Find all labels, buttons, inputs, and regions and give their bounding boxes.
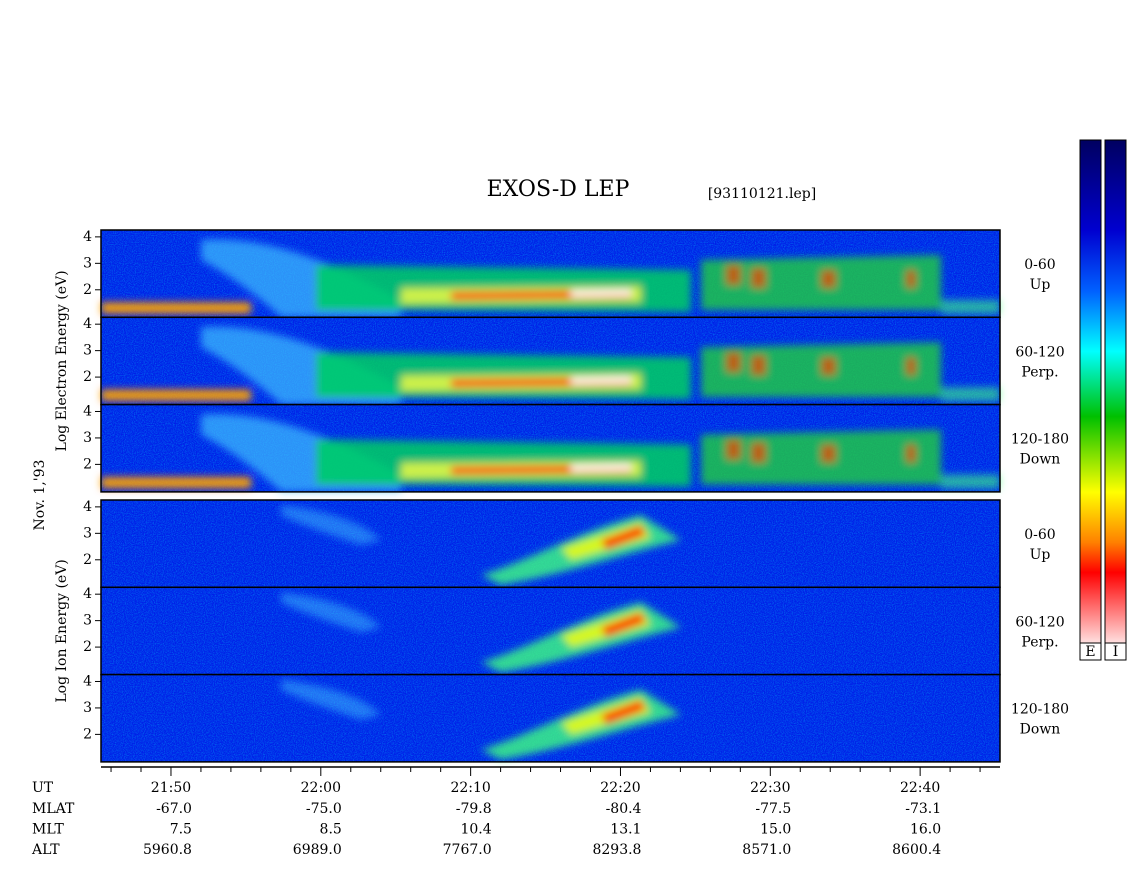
- ephemeris-value: 13.1: [610, 822, 641, 838]
- y-tick-label: 3: [83, 613, 92, 629]
- spectral-feature: [941, 300, 1000, 314]
- ephemeris-value: 16.0: [910, 822, 941, 838]
- spectral-feature: [941, 474, 1000, 489]
- colorbar: [1079, 139, 1102, 644]
- ephemeris-value: -77.5: [755, 801, 791, 817]
- ephemeris-label: ALT: [31, 842, 60, 858]
- ephemeris-value: -79.8: [456, 801, 492, 817]
- y-tick-label: 2: [83, 456, 92, 472]
- spectral-feature: [101, 480, 251, 485]
- panel-label: 0-60: [1024, 257, 1055, 273]
- spectral-feature: [101, 393, 251, 398]
- x-tick-label: 21:50: [151, 780, 191, 796]
- spectral-feature: [571, 463, 631, 472]
- spectral-feature: [571, 376, 631, 385]
- y-tick-label: 3: [83, 255, 92, 271]
- ephemeris-value: -75.0: [306, 801, 342, 817]
- spectral-feature: [726, 439, 916, 463]
- x-axis-label: UT: [32, 780, 54, 796]
- chart-title: EXOS-D LEP: [487, 177, 630, 202]
- x-tick-label: 22:40: [900, 780, 940, 796]
- panel-sublabel: Perp.: [1021, 634, 1058, 650]
- spectrogram-features: [281, 679, 681, 760]
- panel-frame: [100, 403, 1001, 493]
- colorbar-label: I: [1113, 644, 1119, 660]
- panel-sublabel: Down: [1020, 452, 1061, 468]
- spectral-feature: [281, 505, 381, 545]
- y-tick-label: 2: [83, 639, 92, 655]
- ephemeris-value: 8571.0: [742, 842, 791, 858]
- ephemeris-label: MLAT: [32, 801, 75, 817]
- ephemeris-value: 8293.8: [592, 842, 641, 858]
- x-tick-label: 22:00: [301, 780, 341, 796]
- y-tick-label: 2: [83, 726, 92, 742]
- y-axis-label: Log Ion Energy (eV): [54, 559, 70, 702]
- date-label: Nov. 1,'93: [32, 460, 48, 531]
- panel-sublabel: Down: [1020, 722, 1061, 738]
- ephemeris-value: 5960.8: [143, 842, 192, 858]
- spectral-feature: [571, 289, 631, 297]
- ephemeris-value: 8600.4: [892, 842, 941, 858]
- spectral-feature: [601, 612, 646, 638]
- ephemeris-label: MLT: [32, 822, 64, 838]
- ephemeris-value: 7.5: [170, 822, 192, 838]
- spectral-feature: [281, 679, 381, 720]
- panel-label: 120-180: [1011, 702, 1069, 718]
- spectrogram-features: [101, 413, 1000, 492]
- ephemeris-value: 10.4: [460, 822, 491, 838]
- spectral-feature: [726, 352, 916, 376]
- y-tick-label: 2: [83, 282, 92, 298]
- y-tick-label: 4: [83, 229, 92, 245]
- y-axis-label: Log Electron Energy (eV): [54, 270, 70, 451]
- ephemeris-value: 8.5: [320, 822, 342, 838]
- y-tick-label: 3: [83, 700, 92, 716]
- ephemeris-value: -80.4: [606, 801, 642, 817]
- y-tick-label: 4: [83, 499, 92, 515]
- spectrogram-features: [101, 239, 1000, 317]
- chart-subtitle: [93110121.lep]: [708, 186, 816, 202]
- ephemeris-value: -67.0: [156, 801, 192, 817]
- ephemeris-value: 15.0: [760, 822, 791, 838]
- spectral-feature: [281, 592, 381, 633]
- colorbar: [1104, 139, 1127, 644]
- ephemeris-value: 6989.0: [293, 842, 342, 858]
- y-tick-label: 4: [83, 316, 92, 332]
- panel-label: 120-180: [1011, 432, 1069, 448]
- y-tick-label: 3: [83, 430, 92, 446]
- x-tick-label: 22:20: [600, 780, 640, 796]
- panel-sublabel: Up: [1030, 547, 1051, 563]
- spectrogram-features: [101, 326, 1000, 405]
- y-tick-label: 2: [83, 552, 92, 568]
- y-tick-label: 4: [83, 403, 92, 419]
- panel-label: 0-60: [1024, 527, 1055, 543]
- spectral-feature: [941, 387, 1000, 402]
- panel-sublabel: Perp.: [1021, 364, 1058, 380]
- ephemeris-value: 7767.0: [443, 842, 492, 858]
- panel-frame: [100, 673, 1001, 763]
- panel-label: 60-120: [1015, 614, 1064, 630]
- x-tick-label: 22:30: [750, 780, 790, 796]
- x-tick-label: 22:10: [450, 780, 490, 796]
- y-tick-label: 3: [83, 525, 92, 541]
- colorbar-label-box: [1079, 642, 1102, 661]
- colorbar-label-box: [1104, 642, 1127, 661]
- y-tick-label: 4: [83, 673, 92, 689]
- colorbar-label: E: [1085, 644, 1095, 660]
- panel-sublabel: Up: [1030, 277, 1051, 293]
- spectral-feature: [601, 699, 646, 725]
- y-tick-label: 4: [83, 586, 92, 602]
- y-tick-label: 2: [83, 369, 92, 385]
- spectrogram-features: [281, 592, 681, 673]
- ephemeris-value: -73.1: [905, 801, 941, 817]
- y-tick-label: 3: [83, 343, 92, 359]
- panel-label: 60-120: [1015, 344, 1064, 360]
- spectral-feature: [726, 265, 916, 288]
- spectrogram-features: [281, 505, 681, 585]
- spectral-feature: [101, 306, 251, 310]
- spectral-feature: [601, 525, 646, 550]
